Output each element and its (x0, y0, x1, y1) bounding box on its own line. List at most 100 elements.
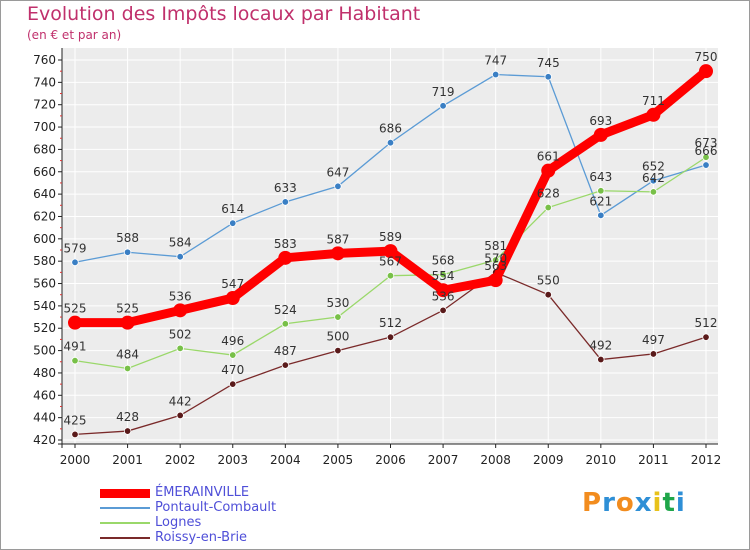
logo-letter: r (602, 488, 616, 518)
legend-label: ÉMERAINVILLE (155, 485, 250, 500)
data-label: 570 (484, 251, 507, 265)
x-tick-label: 2004 (270, 453, 301, 467)
data-point (649, 350, 658, 358)
data-point (544, 291, 552, 299)
data-point (123, 364, 132, 373)
data-label: 568 (432, 254, 455, 268)
logo-letter: i (675, 488, 686, 518)
data-label: 661 (537, 150, 560, 164)
data-point (597, 187, 605, 195)
data-point (229, 351, 237, 359)
data-point (699, 64, 713, 79)
y-tick-label: 460 (33, 388, 56, 402)
data-label: 536 (432, 289, 455, 303)
data-point (491, 256, 500, 264)
legend-swatch (100, 522, 150, 524)
data-point (71, 430, 79, 439)
data-label: 425 (64, 413, 87, 427)
data-label: 550 (537, 274, 560, 288)
data-label: 567 (379, 255, 402, 269)
y-tick-label: 480 (33, 366, 56, 380)
data-label: 719 (432, 85, 455, 99)
logo-letter: x (634, 488, 653, 518)
x-tick-label: 2008 (480, 453, 511, 467)
logo-letter: i (652, 488, 663, 518)
data-label: 633 (274, 181, 297, 195)
logo-letter: o (615, 488, 635, 518)
data-point (123, 427, 132, 435)
y-tick-label: 420 (33, 433, 56, 447)
x-tick-label: 2001 (112, 453, 143, 467)
legend-label: Lognes (155, 515, 202, 530)
y-tick-label: 680 (33, 142, 56, 156)
data-point (334, 182, 342, 190)
y-tick-label: 560 (33, 277, 56, 291)
data-label: 587 (326, 232, 349, 246)
data-label: 621 (589, 194, 612, 208)
data-point (386, 272, 395, 280)
data-label: 554 (432, 269, 455, 283)
x-tick-label: 2002 (165, 453, 196, 467)
x-tick-label: 2000 (60, 453, 91, 467)
data-label: 673 (695, 136, 718, 150)
y-tick-label: 720 (33, 98, 56, 112)
data-point (439, 102, 447, 110)
data-label: 666 (695, 144, 718, 158)
data-label: 502 (169, 327, 192, 341)
data-label: 614 (221, 202, 244, 216)
data-label: 500 (326, 330, 349, 344)
data-label: 491 (64, 340, 87, 354)
data-label: 647 (326, 165, 349, 179)
data-label: 745 (537, 56, 560, 70)
data-label: 711 (642, 94, 665, 108)
y-tick-label: 620 (33, 209, 56, 223)
x-tick-label: 2010 (586, 453, 617, 467)
data-point (278, 250, 293, 265)
data-label: 583 (274, 237, 297, 251)
data-point (383, 244, 398, 259)
data-label: 536 (169, 289, 192, 303)
data-point (544, 203, 552, 212)
data-point (176, 344, 184, 353)
data-label: 470 (221, 363, 244, 377)
y-tick-label: 700 (33, 120, 56, 134)
data-point (541, 163, 556, 178)
legend-label: Roissy-en-Brie (155, 530, 248, 545)
data-point (702, 161, 710, 169)
data-point (702, 333, 710, 341)
y-tick-label: 660 (33, 165, 56, 179)
chart-subtitle: (en € et par an) (27, 28, 122, 42)
x-tick-label: 2007 (428, 453, 459, 467)
data-point (330, 246, 345, 261)
legend-swatch (100, 537, 150, 539)
data-point (544, 73, 552, 81)
y-tick-label: 740 (33, 75, 56, 89)
data-point (71, 356, 79, 365)
legend-label: Pontault-Combault (155, 500, 277, 515)
data-point (491, 70, 500, 79)
data-label: 525 (64, 302, 87, 316)
x-tick-label: 2006 (375, 453, 406, 467)
data-point (439, 306, 447, 315)
data-label: 496 (221, 334, 244, 348)
data-point (649, 177, 658, 185)
data-label: 589 (379, 230, 402, 244)
x-tick-label: 2009 (533, 453, 564, 467)
data-point (593, 127, 608, 142)
data-label: 497 (642, 333, 665, 347)
y-tick-label: 520 (33, 321, 56, 335)
y-tick-label: 640 (33, 187, 56, 201)
data-point (176, 411, 184, 420)
proxiti-logo: Proxiti (582, 488, 686, 518)
data-point (646, 107, 661, 122)
x-tick-label: 2003 (217, 453, 248, 467)
data-label: 747 (484, 54, 507, 68)
data-point (281, 198, 290, 206)
data-label: 579 (64, 241, 87, 255)
data-label: 512 (695, 316, 718, 330)
legend-swatch (100, 507, 150, 509)
data-point (123, 248, 132, 256)
data-label: 686 (379, 122, 402, 136)
data-point (334, 346, 342, 355)
